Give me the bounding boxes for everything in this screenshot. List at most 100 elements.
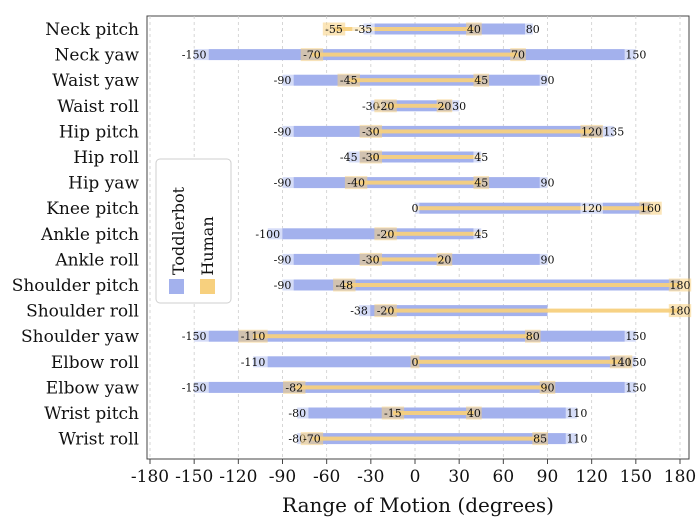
value-label-box <box>271 124 294 138</box>
value-label: -48 <box>335 279 353 292</box>
x-tick-label: -90 <box>269 467 296 487</box>
value-label: 80 <box>526 330 540 343</box>
value-label: -15 <box>384 407 402 420</box>
category-label: Ankle pitch <box>40 225 139 245</box>
value-label: -70 <box>303 49 321 62</box>
value-label-box <box>359 252 383 266</box>
human-bar <box>392 411 474 415</box>
value-label: -90 <box>274 253 292 266</box>
legend-label-toddlerbot: Toddlerbot <box>169 186 188 275</box>
value-label: -20 <box>377 305 395 318</box>
value-label: -40 <box>347 177 365 190</box>
value-labels: 80-150 150-90 90-30 30-90 135-45 45-90 900-100… <box>179 22 692 446</box>
category-label: Neck pitch <box>45 20 139 40</box>
value-label-box <box>271 252 294 266</box>
x-tick-label: 180 <box>664 467 696 487</box>
value-label: 45 <box>474 74 488 87</box>
value-label: 150 <box>625 330 646 343</box>
value-label-box <box>352 22 375 36</box>
value-label-box <box>333 278 356 292</box>
category-label: Shoulder roll <box>26 302 139 322</box>
value-label-box <box>473 227 490 241</box>
value-label-box <box>609 355 633 369</box>
value-label-box <box>179 48 209 62</box>
value-label-box <box>271 176 294 190</box>
human-bar <box>370 155 482 159</box>
value-label: 180 <box>670 305 691 318</box>
value-label-box <box>580 201 603 215</box>
human-bar <box>356 180 482 185</box>
value-label: -90 <box>274 74 292 87</box>
value-label-box <box>238 329 268 343</box>
value-label: 150 <box>625 49 646 62</box>
x-tick-label: -180 <box>131 467 169 487</box>
category-label: Hip roll <box>73 148 139 168</box>
value-label: 90 <box>541 177 555 190</box>
value-label: -55 <box>325 23 343 36</box>
x-tick-label: -120 <box>219 467 257 487</box>
value-label-box <box>374 227 397 241</box>
value-label: -90 <box>274 279 292 292</box>
value-label-box <box>271 278 294 292</box>
legend-swatch-toddlerbot <box>169 279 184 294</box>
category-label: Hip yaw <box>68 174 139 194</box>
plot-frame <box>146 15 690 460</box>
value-label: 80 <box>526 23 540 36</box>
value-label-box <box>436 99 453 113</box>
value-label-box <box>337 150 360 164</box>
human-bar <box>294 385 548 390</box>
value-label-box <box>283 380 306 394</box>
human-bar <box>253 334 533 339</box>
x-tick-labels: -180 -150 -120 -90 -60 -30 0 30 60 90 120 150 180 <box>131 467 696 487</box>
x-tick-label: 120 <box>575 467 607 487</box>
value-label-box <box>539 380 556 394</box>
value-label-box <box>473 150 490 164</box>
value-label-box <box>286 406 309 420</box>
category-label: Wrist pitch <box>44 404 139 424</box>
value-label-box <box>565 432 589 446</box>
human-bar <box>385 308 680 313</box>
value-label: 45 <box>474 177 488 190</box>
category-label: Elbow roll <box>51 353 139 373</box>
value-label-box <box>410 355 420 369</box>
value-label: 180 <box>670 279 691 292</box>
human-bar <box>311 436 541 441</box>
value-label-box <box>473 176 490 190</box>
value-label-box <box>539 176 556 190</box>
value-label-box <box>602 124 625 138</box>
value-label: -45 <box>340 151 358 164</box>
x-axis-label: Range of Motion (degrees) <box>282 493 554 517</box>
x-tick-label: -30 <box>357 467 384 487</box>
value-label-box <box>539 252 556 266</box>
value-label: -110 <box>241 356 266 369</box>
value-label-box <box>347 304 371 318</box>
value-label: -70 <box>303 433 321 446</box>
human-bar <box>370 257 445 262</box>
x-tick-label: 0 <box>410 467 421 487</box>
value-label: 45 <box>474 151 488 164</box>
value-label: 40 <box>467 23 481 36</box>
x-tick-label: -60 <box>313 467 340 487</box>
value-label-box <box>510 48 526 62</box>
category-label: Waist roll <box>57 97 139 117</box>
value-label: -150 <box>182 330 207 343</box>
human-bar <box>334 27 474 31</box>
legend-swatch-human <box>200 279 215 294</box>
value-label: 40 <box>467 407 481 420</box>
value-label-box <box>668 304 692 318</box>
category-label: Hip pitch <box>59 122 139 142</box>
value-label: 20 <box>437 100 451 113</box>
value-label: -110 <box>241 330 266 343</box>
value-label: 70 <box>511 49 525 62</box>
value-label-box <box>253 227 283 241</box>
value-label-box <box>624 48 648 62</box>
value-label: 110 <box>566 407 587 420</box>
value-label: -30 <box>362 151 380 164</box>
value-label: 30 <box>452 100 466 113</box>
value-label: -80 <box>288 407 306 420</box>
value-label-box <box>539 73 556 87</box>
value-label: 90 <box>541 253 555 266</box>
value-label: 90 <box>541 381 555 394</box>
value-label: -38 <box>350 305 368 318</box>
